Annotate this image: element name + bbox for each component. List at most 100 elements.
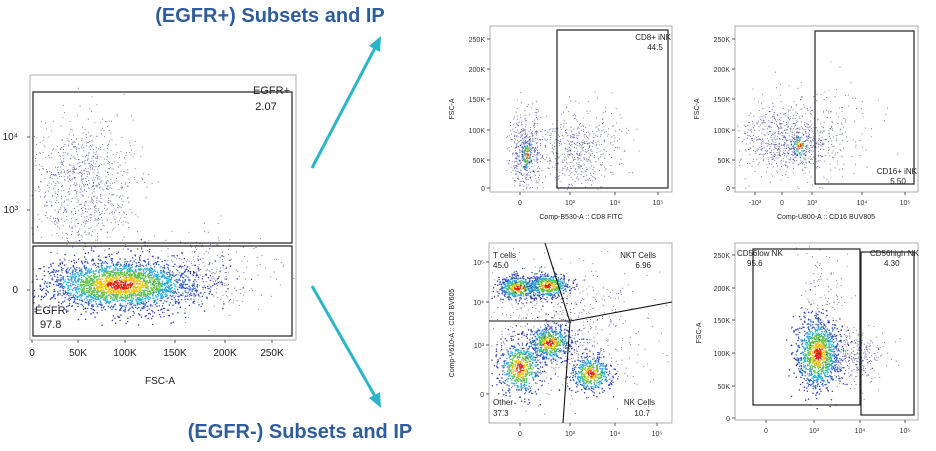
event-point: [539, 139, 540, 140]
event-point: [218, 282, 220, 284]
event-point: [103, 275, 105, 277]
event-point: [609, 154, 610, 155]
event-point: [214, 261, 215, 262]
event-point: [228, 301, 229, 302]
event-point: [533, 171, 535, 173]
event-point: [95, 158, 96, 159]
event-point: [121, 274, 123, 276]
event-point: [82, 138, 83, 139]
gate-name-label: EGFR+: [253, 85, 290, 97]
event-point: [62, 287, 64, 289]
event-point: [552, 124, 553, 125]
event-point: [256, 265, 257, 266]
event-point: [537, 171, 538, 172]
event-point: [600, 156, 601, 157]
event-point: [555, 164, 556, 165]
event-point: [142, 308, 144, 310]
event-point: [172, 261, 173, 262]
event-point: [54, 276, 56, 278]
event-point: [523, 166, 525, 168]
event-point: [188, 289, 190, 291]
event-point: [529, 143, 531, 145]
event-point: [526, 142, 528, 144]
event-point: [537, 187, 538, 188]
event-point: [586, 111, 587, 112]
event-point: [99, 187, 100, 188]
event-point: [158, 288, 160, 290]
event-point: [110, 236, 111, 237]
event-point: [217, 285, 218, 286]
event-point: [133, 260, 135, 262]
event-point: [785, 150, 786, 151]
event-point: [116, 152, 117, 153]
event-point: [115, 144, 116, 145]
event-point: [98, 177, 99, 178]
event-point: [161, 284, 163, 286]
event-point: [150, 297, 152, 299]
event-point: [108, 144, 109, 145]
event-point: [283, 266, 284, 267]
event-point: [130, 288, 132, 290]
event-point: [525, 120, 526, 121]
event-point: [137, 308, 139, 310]
event-point: [84, 216, 85, 217]
event-point: [93, 183, 94, 184]
event-point: [582, 168, 583, 169]
event-point: [138, 286, 140, 288]
event-point: [85, 277, 87, 279]
event-point: [112, 307, 114, 309]
event-point: [157, 298, 159, 300]
event-point: [78, 291, 80, 293]
event-point: [82, 183, 83, 184]
event-point: [781, 179, 782, 180]
event-point: [215, 273, 216, 274]
event-point: [76, 267, 78, 269]
event-point: [70, 129, 71, 130]
event-point: [105, 268, 107, 270]
event-point: [52, 221, 53, 222]
event-point: [160, 286, 162, 288]
event-point: [522, 160, 523, 161]
event-point: [127, 321, 129, 323]
event-point: [577, 154, 578, 155]
event-point: [61, 171, 62, 172]
event-point: [147, 294, 149, 296]
event-point: [118, 277, 120, 279]
event-point: [513, 118, 514, 119]
event-point: [74, 169, 75, 170]
event-point: [223, 303, 225, 305]
event-point: [150, 305, 152, 307]
event-point: [519, 149, 520, 150]
event-point: [108, 181, 109, 182]
event-point: [190, 273, 191, 274]
event-point: [575, 115, 576, 116]
event-point: [124, 291, 126, 293]
event-point: [213, 278, 214, 279]
event-point: [161, 250, 162, 251]
event-point: [124, 237, 125, 238]
event-point: [88, 221, 89, 222]
event-point: [83, 196, 84, 197]
event-point: [98, 287, 100, 289]
event-point: [155, 286, 157, 288]
event-point: [128, 288, 130, 290]
event-point: [215, 281, 216, 282]
event-point: [56, 197, 57, 198]
event-point: [113, 300, 115, 302]
event-point: [274, 272, 275, 273]
event-point: [61, 270, 63, 272]
event-point: [103, 307, 105, 309]
event-point: [243, 295, 244, 296]
event-point: [44, 270, 46, 272]
event-point: [525, 124, 526, 125]
event-point: [118, 189, 119, 190]
event-point: [160, 270, 161, 271]
event-point: [60, 277, 62, 279]
event-point: [522, 130, 523, 131]
event-point: [546, 157, 547, 158]
event-point: [540, 143, 541, 144]
event-point: [168, 309, 170, 311]
event-point: [189, 280, 191, 282]
event-point: [177, 288, 178, 289]
event-point: [74, 267, 75, 268]
